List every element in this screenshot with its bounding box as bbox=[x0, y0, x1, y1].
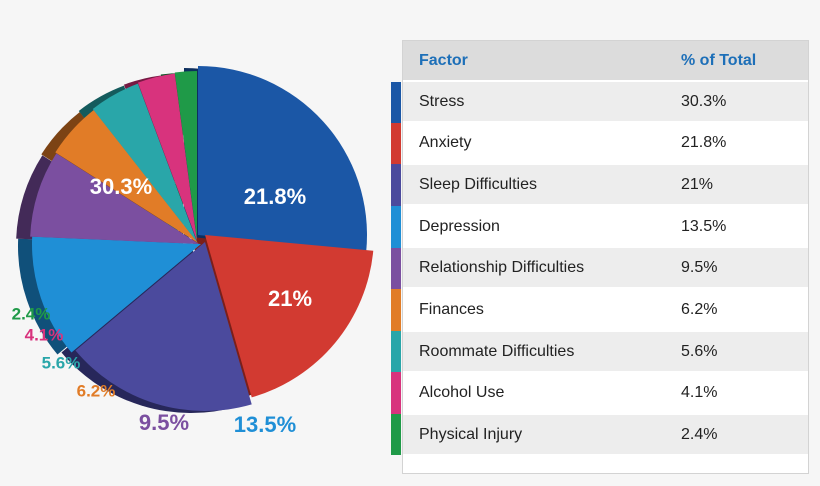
row-factor: Stress bbox=[419, 92, 465, 110]
row-percent: 5.6% bbox=[681, 342, 718, 360]
pie-slice bbox=[32, 236, 202, 353]
table-row: Physical Injury 2.4% bbox=[403, 415, 808, 454]
pie-slice bbox=[198, 66, 367, 251]
pie-slice bbox=[174, 71, 197, 240]
legend-swatch bbox=[391, 414, 401, 455]
table-row: Sleep Difficulties 21% bbox=[403, 165, 808, 204]
pie-data-label: 5.6% bbox=[42, 353, 81, 372]
pie-slice bbox=[92, 83, 197, 243]
table-row: Stress 30.3% bbox=[403, 82, 808, 121]
row-factor: Physical Injury bbox=[419, 425, 523, 443]
pie-slice bbox=[75, 242, 252, 411]
pie-data-label: 13.5% bbox=[234, 412, 296, 437]
legend-swatch bbox=[391, 206, 401, 248]
pie-data-label: 9.5% bbox=[139, 410, 189, 435]
row-percent: 4.1% bbox=[681, 383, 718, 401]
row-factor: Alcohol Use bbox=[419, 383, 505, 401]
row-percent: 13.5% bbox=[681, 217, 727, 235]
table-row: Relationship Difficulties 9.5% bbox=[403, 248, 808, 287]
table-row: Anxiety 21.8% bbox=[403, 123, 808, 162]
table-row: Finances 6.2% bbox=[403, 290, 808, 329]
row-factor: Depression bbox=[419, 217, 500, 235]
pie-chart-svg: 30.3% 21.8% 21% 13.5% 9.5% 6.2% 5.6% 4.1% 2.4% bbox=[12, 66, 374, 437]
row-factor: Finances bbox=[419, 300, 484, 318]
pie-slice bbox=[137, 73, 197, 241]
pie-data-label: 21% bbox=[268, 286, 312, 311]
table-header-row: Factor % of Total bbox=[403, 41, 808, 80]
legend-swatch bbox=[391, 331, 401, 372]
row-percent: 21.8% bbox=[681, 133, 727, 151]
legend-swatch bbox=[391, 82, 401, 123]
row-percent: 30.3% bbox=[681, 92, 727, 110]
factor-table: Factor % of Total Stress 30.3% Anxiety 2… bbox=[402, 40, 809, 474]
row-factor: Anxiety bbox=[419, 133, 472, 151]
row-percent: 6.2% bbox=[681, 300, 718, 318]
row-percent: 9.5% bbox=[681, 258, 718, 276]
row-factor: Roommate Difficulties bbox=[419, 342, 575, 360]
header-percent: % of Total bbox=[681, 51, 757, 69]
pie-data-label: 6.2% bbox=[77, 381, 116, 400]
legend-swatch bbox=[391, 372, 401, 414]
row-factor: Sleep Difficulties bbox=[419, 175, 537, 193]
pie-data-label: 4.1% bbox=[25, 325, 64, 344]
legend-swatch bbox=[391, 164, 401, 206]
table-row: Roommate Difficulties 5.6% bbox=[403, 332, 808, 371]
pie-data-label: 21.8% bbox=[244, 184, 306, 209]
row-percent: 21% bbox=[681, 175, 714, 193]
table-row: Alcohol Use 4.1% bbox=[403, 373, 808, 412]
pie-slice bbox=[30, 153, 200, 244]
legend-swatch bbox=[391, 123, 401, 164]
pie-chart: 30.3% 21.8% 21% 13.5% 9.5% 6.2% 5.6% 4.1% 2.4% bbox=[0, 0, 380, 486]
row-percent: 2.4% bbox=[681, 425, 718, 443]
pie-slice bbox=[205, 235, 374, 398]
pie-slice bbox=[55, 109, 199, 243]
pie-data-label: 2.4% bbox=[12, 304, 51, 323]
pie-data-label: 30.3% bbox=[90, 174, 152, 199]
table-row: Depression 13.5% bbox=[403, 207, 808, 246]
row-factor: Relationship Difficulties bbox=[419, 258, 585, 276]
legend-swatch bbox=[391, 289, 401, 331]
legend-swatch bbox=[391, 248, 401, 289]
header-factor: Factor bbox=[419, 51, 468, 69]
